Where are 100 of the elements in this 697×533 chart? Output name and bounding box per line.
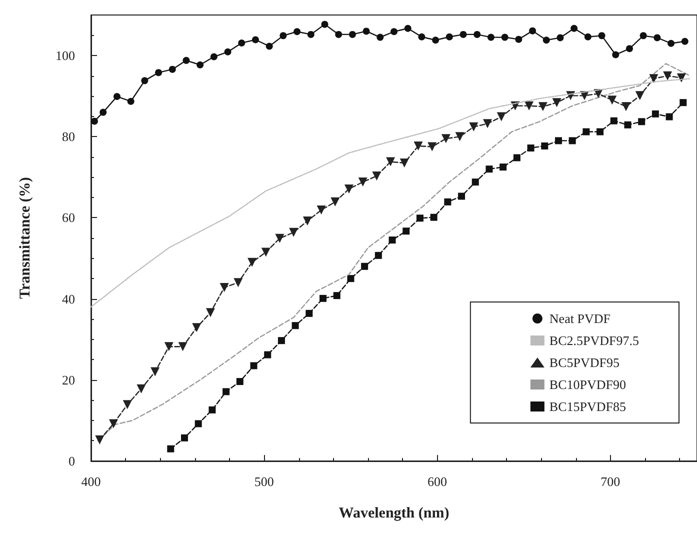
point: [582, 128, 590, 136]
point: [624, 121, 632, 128]
point: [167, 445, 174, 452]
y-tick-label: 80: [62, 129, 75, 144]
point: [608, 96, 617, 105]
point: [500, 164, 507, 171]
point: [307, 30, 314, 38]
point: [482, 119, 492, 128]
point: [622, 102, 631, 112]
point: [192, 323, 202, 332]
point: [515, 36, 522, 43]
point: [458, 192, 466, 200]
point: [570, 24, 578, 32]
point: [610, 117, 618, 124]
point: [402, 228, 410, 235]
y-tick-label: 100: [56, 48, 75, 64]
legend-label: BC2.5PVDF97.5: [549, 333, 639, 348]
point: [275, 234, 284, 243]
point: [556, 34, 564, 42]
point: [210, 53, 218, 60]
point: [136, 384, 146, 394]
point: [266, 42, 273, 50]
point: [155, 69, 162, 76]
point: [386, 157, 396, 166]
point: [362, 28, 370, 35]
point: [552, 98, 562, 108]
point: [638, 118, 646, 126]
point: [224, 48, 232, 56]
point: [652, 110, 659, 118]
point: [455, 132, 464, 142]
point: [222, 388, 230, 396]
point: [472, 178, 479, 186]
point: [347, 275, 354, 282]
point: [414, 141, 423, 150]
point: [90, 118, 98, 125]
point: [474, 30, 481, 38]
legend-label: BC15PVDF85: [549, 399, 626, 414]
point: [150, 367, 160, 376]
point: [681, 38, 688, 45]
point: [109, 419, 118, 428]
point: [206, 308, 215, 318]
point: [278, 337, 285, 344]
point: [95, 435, 104, 444]
point: [446, 33, 453, 40]
point: [264, 351, 272, 358]
point: [568, 137, 576, 144]
point: [236, 378, 244, 386]
point: [372, 171, 382, 180]
point: [527, 144, 534, 152]
x-tick-label: 500: [254, 474, 274, 489]
point: [196, 61, 204, 68]
point: [524, 101, 534, 110]
point: [635, 91, 644, 100]
point: [374, 252, 382, 259]
point: [361, 262, 368, 270]
point: [292, 322, 299, 330]
point: [416, 214, 424, 222]
point: [529, 27, 536, 34]
point: [321, 20, 328, 28]
point: [496, 112, 506, 122]
x-tick-label: 600: [428, 474, 448, 489]
point: [316, 206, 326, 215]
point: [663, 71, 672, 80]
point: [376, 34, 384, 41]
x-tick-label: 700: [600, 474, 620, 489]
point: [640, 32, 647, 40]
x-axis-title: Wavelength (nm): [338, 506, 450, 522]
point: [554, 137, 562, 144]
point: [113, 93, 120, 100]
y-tick-label: 60: [62, 210, 75, 226]
point: [100, 108, 107, 116]
point: [460, 30, 467, 38]
point: [302, 216, 312, 226]
point: [400, 158, 409, 168]
point: [596, 128, 604, 136]
point: [654, 34, 661, 42]
point: [252, 36, 259, 44]
point: [208, 406, 216, 414]
point: [248, 258, 257, 267]
x-tick-label: 400: [81, 474, 101, 489]
point: [122, 400, 132, 410]
point: [280, 32, 287, 40]
point: [294, 28, 301, 36]
point: [668, 40, 675, 47]
point: [335, 30, 342, 38]
point: [542, 36, 550, 44]
point: [306, 310, 313, 317]
point: [182, 56, 190, 64]
point: [141, 77, 148, 84]
point: [598, 32, 606, 40]
point: [541, 142, 548, 150]
legend-label: BC10PVDF90: [549, 377, 626, 392]
point: [649, 74, 658, 84]
point: [513, 154, 520, 162]
point: [194, 420, 202, 428]
point: [320, 294, 327, 302]
point: [680, 99, 687, 106]
y-tick-label: 40: [62, 291, 75, 306]
point: [238, 39, 246, 46]
point: [432, 36, 440, 44]
